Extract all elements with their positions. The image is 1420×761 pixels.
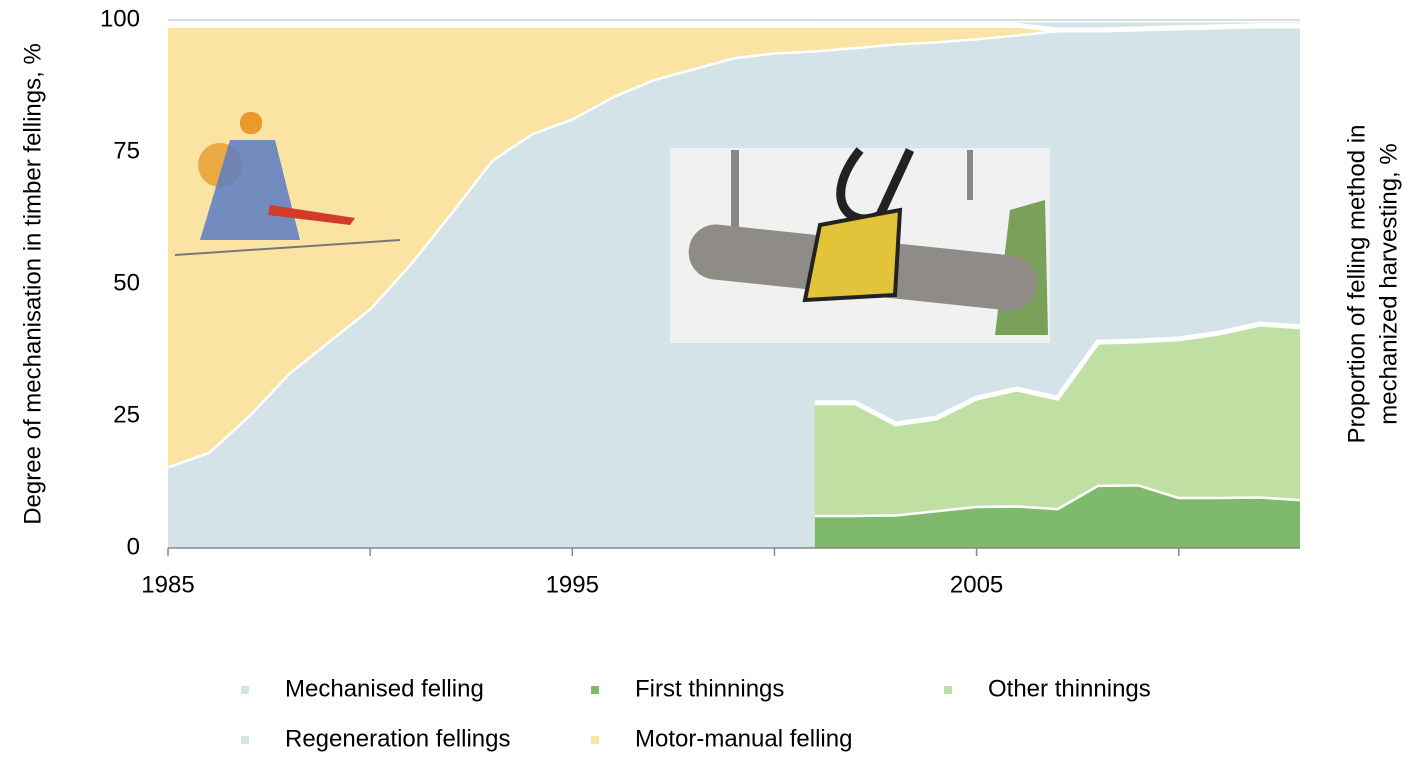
y-tick-label: 75 [113,137,140,164]
x-tick-label: 1985 [141,571,194,598]
legend-label: Regeneration fellings [285,725,510,752]
legend-label: Other thinnings [988,675,1151,702]
y2-axis-label: Proportion of felling method in mechaniz… [1343,125,1402,444]
chart: Degree of mechanisation in timber fellin… [0,0,1420,756]
y2-axis-label-line: mechanized harvesting, % [1375,143,1402,424]
y2-axis-label-line: Proportion of felling method in [1343,125,1370,444]
legend-label: Mechanised felling [285,675,484,702]
y-axis-label: Degree of mechanisation in timber fellin… [19,43,46,525]
y-tick-label: 100 [100,5,140,32]
legend-label: First thinnings [635,675,784,702]
x-tick-label: 2005 [950,571,1003,598]
y-tick-label: 25 [113,401,140,428]
legend-label: Motor-manual felling [635,725,852,752]
y-tick-label: 50 [113,269,140,296]
x-tick-label: 1995 [546,571,599,598]
legend-swatch [241,736,249,744]
legend-swatch [241,686,249,694]
legend-swatch [591,686,599,694]
legend-swatch [944,686,952,694]
y-tick-label: 0 [127,533,140,560]
legend-swatch [591,736,599,744]
